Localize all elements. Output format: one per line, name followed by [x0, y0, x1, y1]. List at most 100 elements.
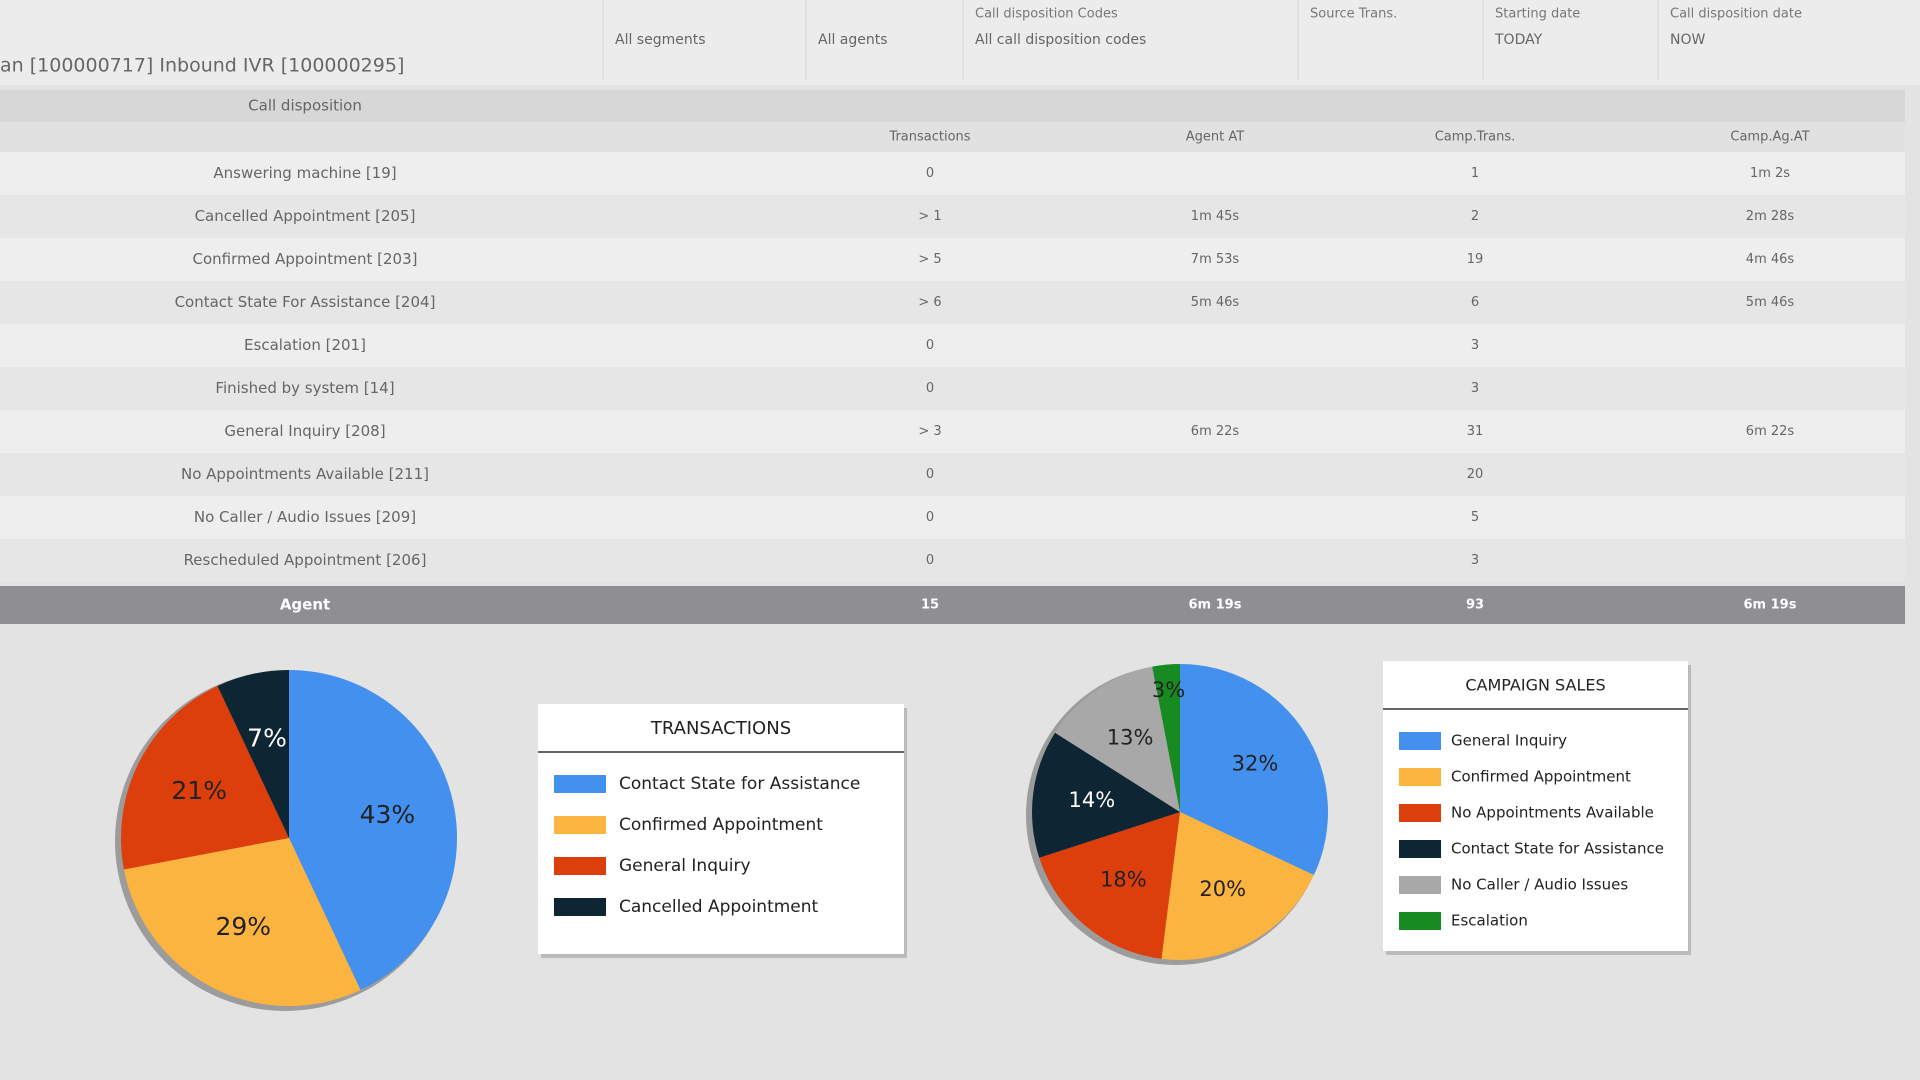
pie-slice: [1152, 664, 1180, 812]
table-row: [0, 539, 1905, 582]
slice-label: 29%: [215, 912, 271, 941]
footer-cell: 6m 19s: [1189, 598, 1242, 613]
legend: CAMPAIGN SALES General Inquiry Confirmed A…: [1383, 661, 1691, 955]
legend-label: Escalation: [1451, 912, 1528, 930]
legend-label: General Inquiry: [619, 856, 751, 876]
pie-slice: [1055, 666, 1180, 812]
cell: 1: [1471, 166, 1479, 181]
cell: 19: [1467, 252, 1484, 267]
cell: 6: [1471, 295, 1479, 310]
cell: 0: [926, 510, 934, 525]
filter-value[interactable]: All segments: [615, 32, 706, 48]
legend-swatch: [554, 857, 606, 875]
row-label: Answering machine [19]: [213, 164, 396, 182]
row-label: Finished by system [14]: [215, 379, 394, 397]
slice-label: 7%: [247, 724, 287, 753]
pie-slice: [289, 670, 457, 991]
cell: 3: [1471, 553, 1479, 568]
row-label: Contact State For Assistance [204]: [175, 293, 436, 311]
legend-label: Contact State for Assistance: [1451, 840, 1664, 858]
table-row: [0, 453, 1905, 496]
disposition-table: Call disposition Transactions Agent AT Camp…: [0, 90, 1905, 624]
row-label: Confirmed Appointment [203]: [192, 250, 417, 268]
slice-label: 18%: [1100, 867, 1147, 891]
cell: 1m 45s: [1191, 209, 1240, 224]
legend-swatch: [1399, 840, 1441, 858]
column-header[interactable]: Camp.Trans.: [1435, 130, 1516, 145]
group-header-bg: [0, 90, 1905, 122]
cell: 1m 2s: [1750, 166, 1790, 181]
pie-chart: 43% 29% 21% 7%: [115, 670, 457, 1011]
legend-label: No Caller / Audio Issues: [1451, 876, 1628, 894]
pie-slice: [1039, 812, 1180, 959]
legend-label: Contact State for Assistance: [619, 774, 860, 794]
cell: 0: [926, 467, 934, 482]
cell: 4m 46s: [1746, 252, 1795, 267]
cell: 2m 28s: [1746, 209, 1795, 224]
legend-swatch: [1399, 768, 1441, 786]
cell: 0: [926, 166, 934, 181]
report-title: an [100000717] Inbound IVR [100000295]: [0, 55, 404, 77]
cell: 20: [1467, 467, 1484, 482]
column-header[interactable]: Camp.Ag.AT: [1730, 130, 1809, 145]
cell: 3: [1471, 381, 1479, 396]
row-label: Escalation [201]: [244, 336, 366, 354]
row-label: General Inquiry [208]: [224, 422, 385, 440]
cell: > 3: [918, 424, 941, 439]
table-row: [0, 496, 1905, 539]
legend-label: Confirmed Appointment: [619, 815, 823, 835]
legend-label: Confirmed Appointment: [1451, 768, 1631, 786]
slice-label: 32%: [1232, 751, 1279, 775]
cell: > 1: [918, 209, 941, 224]
cell: 0: [926, 381, 934, 396]
filter-bar: All segments All agents Call disposition C…: [0, 0, 1920, 85]
column-header-bg: [0, 122, 1905, 152]
filter-value[interactable]: TODAY: [1494, 32, 1543, 48]
pie-chart: 32% 20% 18% 14% 13% 3%: [1026, 664, 1329, 965]
column-header[interactable]: Agent AT: [1186, 130, 1244, 145]
legend-label: General Inquiry: [1451, 732, 1567, 750]
row-label: No Appointments Available [211]: [181, 465, 429, 483]
footer-cell: Agent: [280, 596, 330, 614]
cell: 5m 46s: [1746, 295, 1795, 310]
table-row: [0, 281, 1905, 324]
row-label: Rescheduled Appointment [206]: [184, 551, 427, 569]
filter-label: Call disposition Codes: [975, 7, 1118, 22]
cell: 2: [1471, 209, 1479, 224]
legend-label: Cancelled Appointment: [619, 897, 819, 917]
filter-value[interactable]: All agents: [818, 32, 888, 48]
slice-label: 13%: [1107, 726, 1154, 750]
legend-swatch: [554, 775, 606, 793]
row-label: No Caller / Audio Issues [209]: [194, 508, 416, 526]
filter-label: Starting date: [1495, 7, 1580, 22]
cell: 3: [1471, 338, 1479, 353]
pie-slice: [123, 838, 361, 1006]
pie-slice: [217, 670, 289, 838]
table-footer: [0, 586, 1905, 624]
legend-swatch: [554, 898, 606, 916]
row-label: Cancelled Appointment [205]: [195, 207, 416, 225]
footer-cell: 15: [921, 598, 939, 613]
filter-value[interactable]: All call disposition codes: [975, 32, 1146, 48]
table-row: [0, 152, 1905, 195]
slice-label: 14%: [1069, 788, 1116, 812]
legend-label: No Appointments Available: [1451, 804, 1654, 822]
legend-title: TRANSACTIONS: [650, 718, 791, 739]
filter-value[interactable]: NOW: [1670, 32, 1705, 48]
cell: 0: [926, 338, 934, 353]
pie-slice: [1161, 812, 1314, 960]
cell: 7m 53s: [1191, 252, 1240, 267]
slice-label: 3%: [1152, 678, 1185, 702]
filter-label: Call disposition date: [1670, 7, 1802, 22]
filter-label: Source Trans.: [1310, 7, 1397, 22]
group-header: Call disposition: [248, 97, 362, 115]
slice-label: 20%: [1199, 877, 1246, 901]
legend-swatch: [1399, 732, 1441, 750]
column-header[interactable]: Transactions: [888, 130, 970, 145]
cell: 6m 22s: [1191, 424, 1240, 439]
legend-swatch: [554, 816, 606, 834]
cell: 31: [1467, 424, 1484, 439]
slice-label: 43%: [360, 800, 416, 829]
